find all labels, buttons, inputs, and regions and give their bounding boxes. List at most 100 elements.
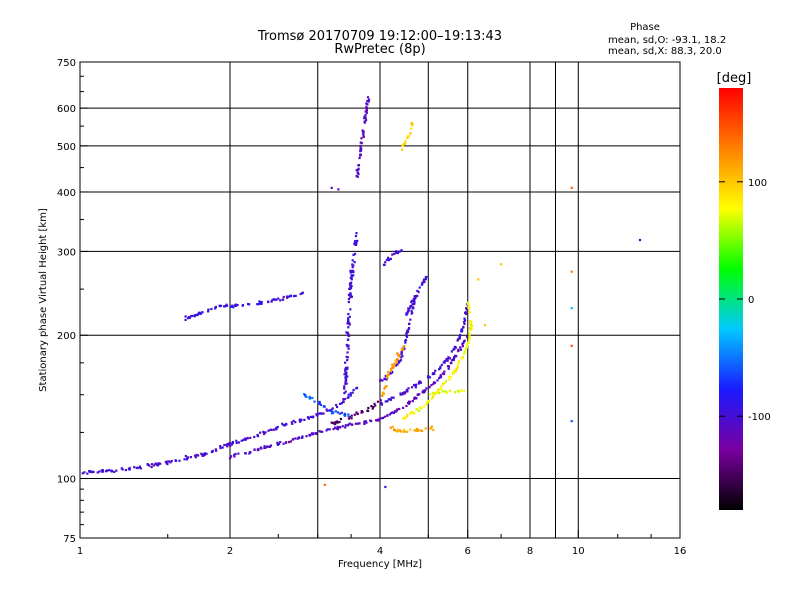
data-point — [463, 322, 466, 326]
data-point — [409, 428, 412, 431]
data-point — [416, 429, 419, 433]
data-point — [184, 454, 187, 458]
data-point — [291, 422, 294, 425]
data-point — [413, 411, 416, 414]
data-point — [350, 285, 353, 288]
data-point — [330, 412, 334, 415]
data-point — [390, 412, 393, 415]
data-point — [410, 122, 413, 125]
data-point — [189, 456, 193, 459]
data-point — [468, 335, 471, 339]
data-point — [350, 417, 353, 420]
data-point — [351, 259, 354, 262]
data-point — [456, 338, 460, 341]
data-point — [347, 326, 350, 329]
data-point — [364, 420, 367, 423]
data-point — [371, 407, 374, 410]
data-point — [348, 422, 351, 425]
data-point — [294, 294, 297, 297]
data-point — [446, 359, 449, 362]
data-point — [404, 339, 407, 343]
data-point — [309, 433, 312, 436]
data-point — [277, 297, 280, 300]
data-point — [372, 405, 375, 409]
data-point — [418, 393, 421, 396]
data-point — [194, 456, 197, 459]
data-point — [334, 410, 337, 413]
data-point — [219, 304, 223, 307]
data-point — [363, 115, 366, 118]
data-point — [346, 333, 350, 336]
data-point — [392, 411, 396, 414]
y-tick-label: 750 — [57, 58, 76, 69]
data-point — [81, 472, 84, 475]
data-point — [407, 307, 410, 310]
data-point — [124, 468, 127, 472]
data-point — [281, 298, 285, 301]
data-point — [347, 347, 350, 350]
data-point — [360, 147, 363, 150]
data-point — [345, 374, 348, 377]
data-point — [344, 424, 347, 427]
data-point — [393, 364, 396, 367]
data-point — [169, 461, 172, 464]
data-point — [384, 261, 387, 264]
data-point — [428, 376, 432, 379]
data-point — [266, 445, 269, 448]
data-point — [349, 296, 352, 299]
data-point — [383, 387, 386, 390]
data-point — [444, 390, 447, 393]
data-point — [462, 389, 465, 392]
data-point — [227, 443, 230, 446]
data-point — [345, 382, 348, 385]
data-point — [412, 383, 416, 387]
data-point — [240, 439, 243, 442]
data-point — [260, 302, 263, 305]
data-point — [375, 419, 378, 422]
data-point — [344, 372, 348, 376]
data-point — [426, 401, 429, 404]
data-point — [214, 306, 217, 309]
data-point — [379, 399, 382, 402]
data-point — [349, 285, 352, 288]
data-point — [229, 455, 233, 458]
data-point — [386, 414, 389, 417]
data-point — [350, 274, 353, 277]
data-point — [231, 443, 234, 446]
data-point — [386, 376, 389, 379]
data-point — [230, 305, 233, 308]
x-tick-label: 2 — [227, 546, 233, 557]
data-point — [263, 432, 266, 436]
data-point — [346, 359, 349, 362]
data-point — [196, 313, 199, 316]
data-point — [468, 320, 472, 323]
data-point — [263, 445, 266, 448]
data-point — [403, 345, 406, 348]
data-point — [346, 351, 349, 354]
data-point — [355, 232, 358, 235]
data-point — [244, 452, 247, 455]
data-point — [399, 393, 402, 396]
colorbar-label: [deg] — [717, 71, 752, 86]
data-point — [404, 139, 407, 143]
data-point — [395, 250, 398, 253]
data-point — [415, 397, 418, 400]
data-point — [470, 324, 474, 327]
data-point — [452, 358, 455, 362]
data-point — [328, 428, 331, 431]
data-point — [405, 313, 408, 316]
data-point — [354, 422, 357, 425]
data-point — [409, 132, 412, 135]
data-point — [318, 412, 322, 415]
data-point — [418, 380, 421, 383]
data-point — [439, 365, 442, 369]
data-point — [366, 409, 369, 412]
data-point — [360, 142, 363, 145]
data-point — [458, 336, 461, 340]
data-point — [211, 450, 214, 453]
data-point — [344, 361, 347, 364]
data-point — [423, 278, 426, 281]
data-point — [202, 454, 205, 457]
data-point — [183, 458, 186, 461]
data-point — [470, 320, 473, 323]
